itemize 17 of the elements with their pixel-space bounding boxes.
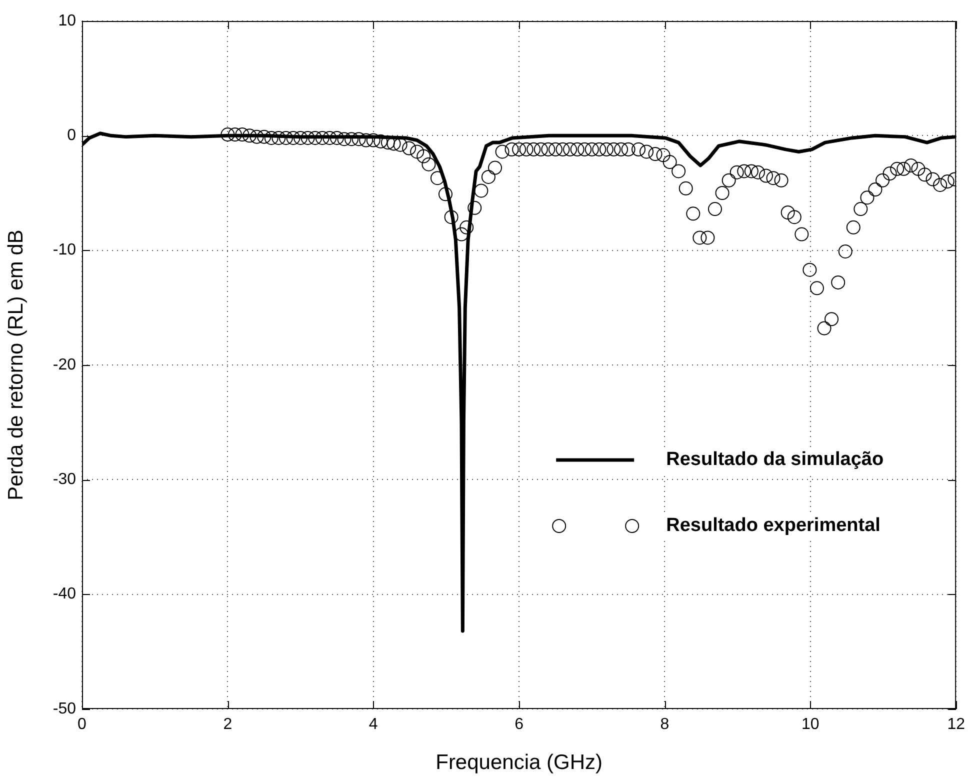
x-tick-label: 6	[514, 716, 524, 734]
x-tick-label: 2	[223, 716, 232, 734]
y-tick-label: -50	[52, 700, 76, 718]
y-tick-label: -30	[52, 471, 76, 488]
y-tick-label: 10	[58, 12, 76, 30]
y-tick-label: -10	[52, 242, 76, 259]
y-tick-label: -40	[52, 586, 76, 603]
x-tick-label: 8	[660, 716, 670, 734]
y-axis-title: Perda de retorno (RL) em dB	[4, 230, 28, 500]
y-tick-label: 0	[67, 127, 76, 144]
y-tick-label: -20	[52, 356, 76, 374]
x-tick-label: 4	[368, 716, 378, 734]
legend-label: Resultado da simulação	[666, 449, 884, 470]
x-axis-title: Frequencia (GHz)	[436, 751, 602, 774]
x-tick-label: 12	[947, 716, 966, 734]
x-tick-label: 10	[802, 716, 820, 734]
legend-label: Resultado experimental	[666, 515, 880, 536]
